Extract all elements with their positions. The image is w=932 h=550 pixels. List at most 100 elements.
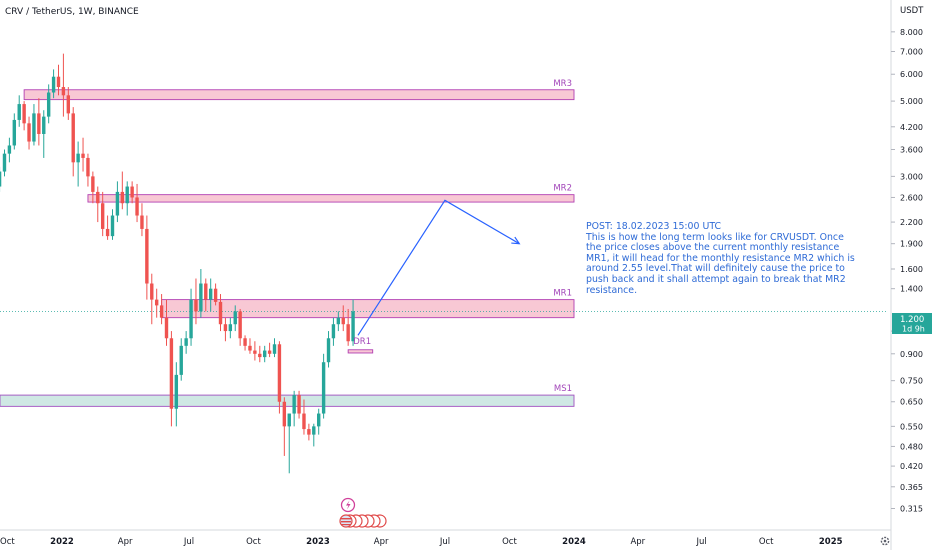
candle-body — [277, 344, 282, 402]
zone-dr1[interactable] — [347, 349, 374, 354]
candle-body — [194, 299, 198, 312]
zone-label-ms1: MS1 — [554, 384, 572, 394]
price-tick-label: 0.315 — [900, 504, 923, 513]
candle-body — [169, 338, 174, 409]
price-tick-label: 0.550 — [900, 422, 923, 431]
candle-body — [336, 317, 341, 325]
candle-body — [135, 197, 139, 216]
markers-layer — [339, 497, 387, 528]
candle-body — [0, 171, 2, 187]
candle-body — [86, 157, 90, 177]
candle-body — [243, 338, 247, 346]
candle-body — [159, 305, 164, 318]
time-tick-label: Oct — [759, 537, 774, 547]
candle-body — [130, 186, 134, 198]
candle-body — [218, 301, 223, 325]
candle-body — [174, 374, 179, 409]
price-tick-label: 7.000 — [900, 48, 923, 57]
candle-body — [297, 395, 301, 414]
candle-body — [120, 191, 125, 204]
price-tick-label: 0.480 — [900, 442, 923, 451]
time-axis[interactable]: Oct 2022 Apr Jul Oct 2023 Apr Jul Oct 2024 Apr Jul O… — [0, 537, 843, 547]
projection-path[interactable] — [357, 199, 520, 336]
candle-body — [208, 288, 213, 300]
zone-mr3[interactable] — [23, 89, 575, 101]
zone-label-mr3: MR3 — [553, 79, 572, 89]
candle-body — [292, 395, 296, 414]
time-tick-label: 2022 — [50, 537, 74, 547]
zone-label-mr2: MR2 — [553, 184, 572, 194]
candle-body — [341, 317, 345, 325]
price-axis-currency: USDT — [900, 6, 924, 16]
price-tick-label: 1.600 — [900, 265, 923, 274]
time-tick-label: Oct — [502, 537, 517, 547]
candle-body — [66, 95, 71, 114]
candle-body — [7, 145, 12, 154]
price-tick-label: 0.900 — [900, 350, 923, 359]
time-tick-label: Oct — [246, 537, 261, 547]
candle-body — [204, 283, 208, 300]
price-tick-label: 2.200 — [900, 218, 923, 227]
candle-body — [179, 345, 183, 375]
candle-body — [37, 113, 41, 134]
zones-layer — [0, 89, 575, 407]
candle-body — [46, 92, 51, 117]
price-tick-label: 1.900 — [900, 240, 923, 249]
candle-body — [253, 350, 257, 354]
candle-body — [110, 215, 115, 237]
candle-body — [184, 338, 188, 346]
time-tick-label: Apr — [374, 537, 389, 547]
candle-body — [307, 429, 311, 435]
time-tick-label: Jul — [696, 537, 707, 547]
zone-labels-layer: MR3 MR2 MR1 MS1 DR1 — [353, 79, 572, 394]
candle-body — [42, 116, 46, 134]
zone-mr2[interactable] — [87, 194, 575, 203]
price-tick-label: 0.420 — [900, 462, 923, 471]
price-tick-label: 5.000 — [900, 97, 923, 106]
price-tick-label: 0.365 — [900, 483, 923, 492]
candle-body — [238, 311, 242, 339]
candle-body — [262, 350, 267, 358]
candle-body — [32, 113, 36, 142]
candle-body — [248, 345, 252, 351]
zone-label-dr1: DR1 — [353, 337, 371, 347]
candle-body — [2, 153, 7, 172]
candle-body — [91, 176, 95, 192]
candle-body — [164, 317, 169, 339]
price-tick-label: 3.000 — [900, 172, 923, 181]
candle-body — [346, 324, 350, 342]
event-flags-icon[interactable] — [339, 514, 387, 528]
current-price-value: 1.200 — [900, 315, 924, 325]
price-axis[interactable]: 8.000 7.000 6.000 5.000 4.200 3.600 3.000 2.600… — [891, 28, 923, 514]
price-tick-label: 3.600 — [900, 146, 923, 155]
candle-body — [154, 299, 159, 306]
candle-body — [56, 76, 61, 88]
analysis-note: POST: 18.02.2023 15:00 UTC This is how t… — [586, 221, 856, 296]
candle-body — [258, 353, 262, 358]
candle-body — [312, 426, 316, 435]
zone-mr1[interactable] — [161, 299, 575, 319]
candle-body — [81, 153, 85, 158]
price-tick-label: 0.650 — [900, 398, 923, 407]
candle-body — [145, 228, 149, 284]
candle-body — [71, 113, 75, 163]
candle-body — [199, 283, 203, 312]
zone-ms1[interactable] — [0, 394, 575, 407]
candle-body — [282, 401, 287, 427]
price-tick-label: 2.600 — [900, 193, 923, 202]
candle-body — [125, 186, 129, 204]
candle-body — [317, 413, 321, 427]
price-tick-label: 1.400 — [900, 285, 923, 294]
price-tick-label: 0.750 — [900, 377, 923, 386]
price-tick-label: 4.200 — [900, 123, 923, 132]
candles-layer — [0, 53, 355, 474]
candle-body — [17, 104, 21, 120]
candle-body — [96, 191, 100, 204]
candle-body — [228, 324, 233, 332]
candle-body — [115, 191, 120, 216]
candle-body — [189, 299, 193, 339]
time-tick-label: 2025 — [819, 537, 843, 547]
time-tick-label: 2023 — [306, 537, 330, 547]
settings-gear-icon[interactable] — [880, 536, 890, 546]
